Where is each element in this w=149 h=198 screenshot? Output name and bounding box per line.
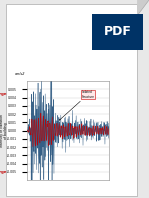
- Text: Large: Large: [0, 170, 7, 174]
- FancyBboxPatch shape: [92, 14, 143, 50]
- Text: cm/s2: cm/s2: [15, 72, 25, 76]
- Text: Isolated
Structure: Isolated Structure: [59, 90, 94, 120]
- Y-axis label: Intensity of vibration
of building: Intensity of vibration of building: [0, 114, 8, 147]
- Text: Large: Large: [0, 92, 7, 96]
- FancyBboxPatch shape: [6, 4, 137, 196]
- Text: PDF: PDF: [104, 25, 132, 38]
- Polygon shape: [137, 0, 149, 16]
